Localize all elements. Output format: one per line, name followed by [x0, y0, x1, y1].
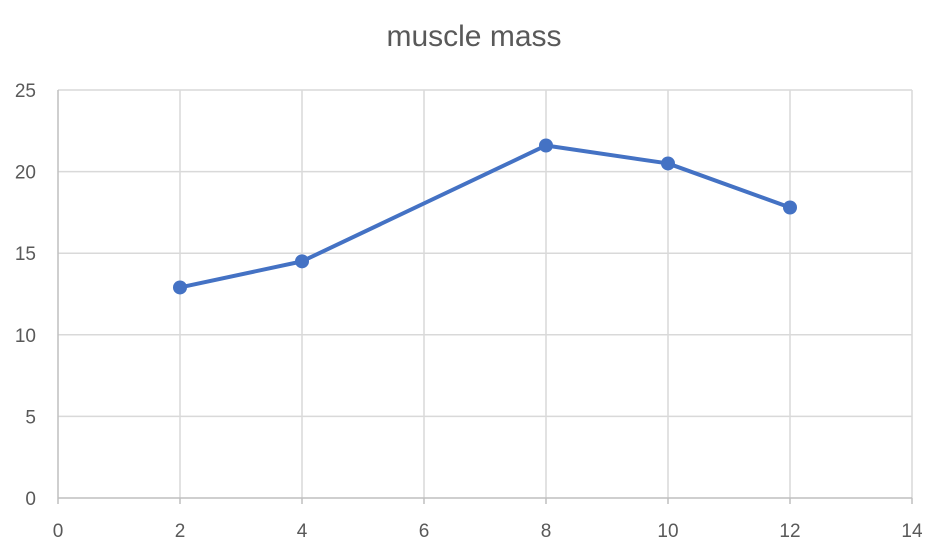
- data-point: [661, 156, 675, 171]
- x-tick-label: 6: [419, 521, 430, 542]
- x-tick-label: 8: [541, 521, 552, 542]
- y-tick-label: 5: [25, 407, 36, 428]
- x-tick-label: 0: [53, 521, 64, 542]
- x-tick-label: 10: [657, 521, 678, 542]
- data-point: [295, 254, 309, 269]
- y-tick-label: 20: [15, 163, 36, 184]
- y-tick-label: 15: [15, 244, 36, 265]
- data-point: [783, 200, 797, 215]
- chart-title: muscle mass: [386, 20, 561, 53]
- y-tick-label: 0: [25, 489, 36, 510]
- series-line: [178, 143, 792, 290]
- y-tick-label: 25: [15, 81, 36, 102]
- x-tick-label: 14: [901, 521, 923, 542]
- data-point: [173, 280, 187, 295]
- x-tick-label: 2: [175, 521, 186, 542]
- x-tick-label: 12: [779, 521, 800, 542]
- axes: [57, 90, 913, 504]
- grid: [58, 89, 913, 498]
- series: [173, 138, 797, 295]
- tick-labels: 0 5 10 15 20 25 0 2 4 6 8 10 12 14: [15, 81, 923, 542]
- data-point: [539, 138, 553, 153]
- x-tick-label: 4: [297, 521, 308, 542]
- y-tick-label: 10: [15, 326, 36, 347]
